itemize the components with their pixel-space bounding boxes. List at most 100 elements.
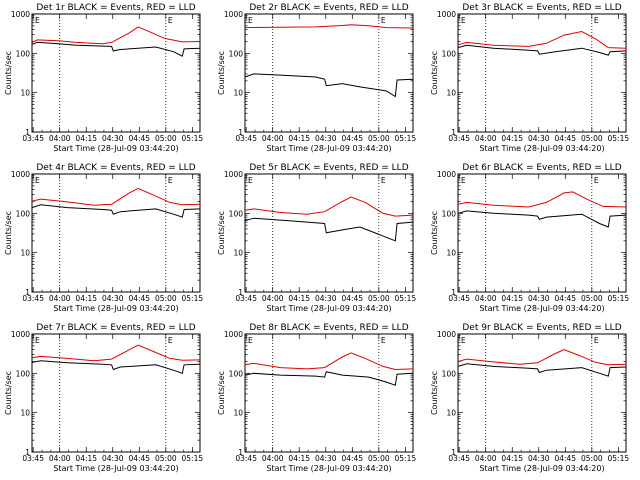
x-tick-label: 05:15 [395, 454, 417, 463]
x-tick-label: 03:45 [448, 134, 470, 143]
y-tick-label: 1 [451, 128, 456, 137]
x-tick-label: 05:00 [155, 294, 177, 303]
series-line [31, 344, 201, 362]
y-tick-label: 1 [238, 128, 243, 137]
series-line [244, 24, 414, 29]
y-tick-label: 1000 [224, 10, 243, 19]
x-axis-label: Start Time (28-Jul-09 03:44:20) [53, 144, 178, 153]
y-tick-label: 100 [16, 209, 31, 218]
x-tick-label: 04:15 [288, 294, 310, 303]
corner-mark: E [35, 336, 40, 345]
x-tick-label: 04:00 [262, 134, 284, 143]
x-axis-label: Start Time (28-Jul-09 03:44:20) [479, 144, 604, 153]
x-tick-label: 03:45 [448, 454, 470, 463]
x-tick-label: 04:00 [475, 134, 497, 143]
panel-title: Det 9r BLACK = Events, RED = LLD [462, 323, 621, 333]
panel-chart: Det 2r BLACK = Events, RED = LLD 1 10 100 10… [217, 3, 417, 153]
corner-mark: E [461, 176, 466, 185]
panel-title: Det 8r BLACK = Events, RED = LLD [249, 323, 408, 333]
y-axis-label: Counts/sec [217, 51, 226, 95]
x-axis-label: Start Time (28-Jul-09 03:44:20) [479, 304, 604, 313]
plot-frame [457, 333, 627, 453]
x-tick-label: 04:45 [341, 294, 363, 303]
corner-mark: E [248, 176, 253, 185]
series-line [457, 349, 627, 366]
x-tick-label: 04:45 [128, 134, 150, 143]
corner-mark: E [168, 336, 173, 345]
plot-frame [244, 13, 414, 133]
x-tick-label: 05:15 [182, 454, 204, 463]
detector-panel: Det 4r BLACK = Events, RED = LLD 1 10 100 10… [0, 160, 213, 320]
y-axis-label: Counts/sec [430, 51, 439, 95]
y-tick-label: 10 [233, 249, 243, 258]
y-tick-label: 100 [442, 209, 457, 218]
y-tick-label: 10 [20, 89, 30, 98]
x-tick-label: 04:15 [501, 454, 523, 463]
series-line [31, 41, 201, 57]
x-axis-label: Start Time (28-Jul-09 03:44:20) [266, 144, 391, 153]
x-tick-label: 05:00 [155, 134, 177, 143]
x-tick-label: 04:30 [528, 454, 550, 463]
y-tick-label: 1000 [437, 170, 456, 179]
series-line [31, 204, 201, 218]
corner-mark: E [381, 176, 386, 185]
y-tick-label: 100 [442, 369, 457, 378]
corner-mark: E [594, 336, 599, 345]
x-tick-label: 05:00 [368, 134, 390, 143]
y-tick-label: 1 [451, 288, 456, 297]
x-tick-label: 04:00 [262, 454, 284, 463]
y-tick-label: 1000 [11, 170, 30, 179]
panel-chart: Det 6r BLACK = Events, RED = LLD 1 10 100 10… [430, 163, 630, 313]
y-tick-label: 1 [25, 288, 30, 297]
x-tick-label: 05:00 [155, 454, 177, 463]
x-tick-label: 05:00 [368, 294, 390, 303]
y-tick-label: 1 [451, 448, 456, 457]
y-axis-label: Counts/sec [217, 371, 226, 415]
corner-mark: E [594, 16, 599, 25]
x-tick-label: 04:45 [341, 454, 363, 463]
x-tick-label: 04:30 [102, 294, 124, 303]
x-axis-label: Start Time (28-Jul-09 03:44:20) [266, 304, 391, 313]
panel-title: Det 2r BLACK = Events, RED = LLD [249, 3, 408, 13]
y-tick-label: 1000 [437, 10, 456, 19]
y-tick-label: 10 [233, 409, 243, 418]
corner-mark: E [248, 336, 253, 345]
y-tick-label: 1 [238, 448, 243, 457]
x-tick-label: 04:30 [315, 454, 337, 463]
plot-frame [244, 173, 414, 293]
x-tick-label: 05:15 [608, 294, 630, 303]
detector-panel: Det 5r BLACK = Events, RED = LLD 1 10 100 10… [213, 160, 426, 320]
x-tick-label: 04:00 [262, 294, 284, 303]
corner-mark: E [35, 16, 40, 25]
panel-chart: Det 7r BLACK = Events, RED = LLD 1 10 100 10… [4, 323, 204, 473]
detector-panel: Det 8r BLACK = Events, RED = LLD 1 10 100 10… [213, 320, 426, 480]
y-axis-label: Counts/sec [217, 211, 226, 255]
x-tick-label: 04:00 [475, 294, 497, 303]
x-tick-label: 04:00 [49, 294, 71, 303]
series-line [457, 44, 627, 56]
x-tick-label: 04:00 [49, 134, 71, 143]
x-tick-label: 04:45 [554, 294, 576, 303]
x-tick-label: 03:45 [22, 134, 44, 143]
series-line [244, 73, 414, 98]
x-tick-label: 04:30 [315, 134, 337, 143]
detector-panel: Det 6r BLACK = Events, RED = LLD 1 10 100 10… [426, 160, 639, 320]
x-axis-label: Start Time (28-Jul-09 03:44:20) [53, 304, 178, 313]
x-tick-label: 04:30 [315, 294, 337, 303]
plot-frame [31, 13, 201, 133]
series-line [31, 26, 201, 45]
x-axis-label: Start Time (28-Jul-09 03:44:20) [479, 464, 604, 473]
x-tick-label: 04:15 [288, 454, 310, 463]
x-tick-label: 05:15 [395, 134, 417, 143]
y-tick-label: 10 [446, 409, 456, 418]
panel-chart: Det 3r BLACK = Events, RED = LLD 1 10 100 10… [430, 3, 629, 153]
series-line [31, 187, 201, 206]
x-tick-label: 04:45 [341, 134, 363, 143]
x-tick-label: 05:15 [182, 134, 204, 143]
detector-panel: Det 9r BLACK = Events, RED = LLD 1 10 100 10… [426, 320, 639, 480]
corner-mark: E [168, 176, 173, 185]
x-tick-label: 04:15 [288, 134, 310, 143]
x-tick-label: 03:45 [448, 294, 470, 303]
x-tick-label: 04:15 [501, 134, 523, 143]
corner-mark: E [461, 16, 466, 25]
